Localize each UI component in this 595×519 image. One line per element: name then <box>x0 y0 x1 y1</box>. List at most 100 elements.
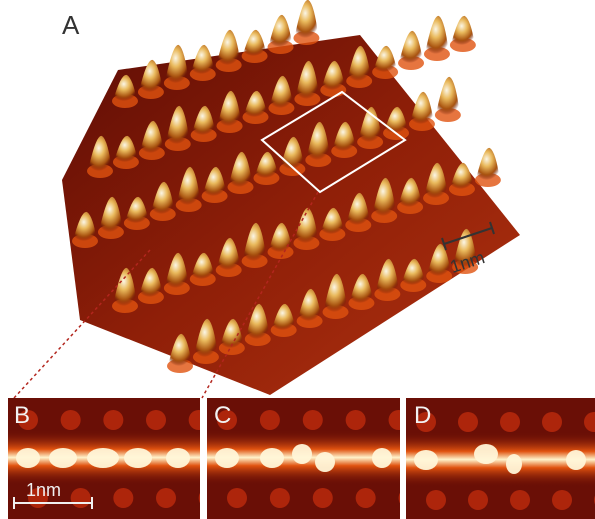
molecular-peak <box>373 45 398 72</box>
lattice-spot <box>426 490 446 510</box>
molecular-peak <box>295 60 320 99</box>
bright-feature <box>315 452 335 472</box>
lattice-spot <box>198 493 200 503</box>
molecular-peak <box>165 105 190 144</box>
molecular-peak <box>384 106 409 133</box>
lattice-spot <box>70 488 91 508</box>
panel-c-label: C <box>214 402 232 429</box>
lattice-spot <box>146 410 166 430</box>
lattice-spot <box>18 410 38 430</box>
molecular-peak <box>176 166 201 205</box>
molecular-peak <box>294 207 319 243</box>
molecular-peak <box>228 151 253 187</box>
lattice-spot <box>217 410 237 430</box>
stm-surface-3d <box>62 0 520 395</box>
scale-bar-b-label: 1nm <box>26 480 62 500</box>
molecular-peak <box>449 162 474 189</box>
molecular-peak <box>150 181 175 214</box>
molecular-peak <box>113 74 137 101</box>
lattice-spot <box>388 410 400 430</box>
bright-feature <box>566 450 586 470</box>
molecular-peak <box>98 196 123 232</box>
molecular-peak <box>401 258 426 285</box>
molecular-peak <box>219 318 244 348</box>
bright-feature <box>16 448 40 468</box>
molecular-peak <box>358 106 383 142</box>
lattice-spot <box>227 488 247 508</box>
panel-b-label: B <box>14 402 31 429</box>
molecular-peak <box>245 303 270 339</box>
lattice-spot <box>113 488 134 508</box>
scale-bar-b <box>13 497 93 509</box>
panel-b-image <box>8 398 200 519</box>
molecular-peak <box>113 135 138 162</box>
molecular-peak <box>88 135 112 171</box>
molecular-peak <box>409 91 434 124</box>
selection-box <box>260 90 407 194</box>
molecular-peak <box>254 151 279 178</box>
panel-d-image <box>406 398 595 519</box>
molecular-peak <box>347 45 372 81</box>
bright-feature <box>414 450 438 470</box>
molecular-peak <box>375 258 400 294</box>
molecular-peak <box>349 273 374 303</box>
molecular-peak <box>399 30 424 63</box>
molecular-peak <box>453 228 478 267</box>
molecular-peak <box>424 15 449 54</box>
molecular-peak <box>138 267 163 297</box>
molecular-peak <box>242 29 267 56</box>
molecular-peak <box>323 273 348 312</box>
molecular-peak <box>243 90 268 117</box>
molecular-peak <box>268 14 293 47</box>
lattice-spot <box>398 492 400 504</box>
molecular-peak <box>475 147 500 180</box>
molecular-peak <box>294 0 319 38</box>
molecular-peak <box>193 318 218 357</box>
lattice-spot <box>552 490 572 510</box>
lattice-spot <box>416 412 436 432</box>
bright-feature <box>260 448 284 468</box>
lattice-spot <box>269 488 290 508</box>
lattice-spot <box>584 412 595 432</box>
lattice-spot <box>500 412 520 432</box>
molecular-peak <box>139 120 164 153</box>
molecular-peak <box>190 44 215 74</box>
bright-feature <box>87 448 119 468</box>
lattice-spot <box>355 488 376 508</box>
molecular-peak <box>164 44 189 83</box>
molecular-peak <box>138 59 163 92</box>
panel-d-label: D <box>414 402 432 429</box>
panel-a-label: A <box>62 10 80 40</box>
scale-bar-a <box>441 221 495 251</box>
bright-feature <box>215 448 239 468</box>
peak-rows <box>72 0 501 373</box>
bright-feature <box>166 448 190 468</box>
molecular-peak <box>435 76 460 115</box>
molecular-peak <box>73 211 97 241</box>
bright-feature <box>292 444 312 464</box>
molecular-peak <box>113 267 137 306</box>
lattice-spot <box>259 410 280 430</box>
molecular-peak <box>372 177 397 216</box>
lattice-spot <box>312 488 333 508</box>
lattice-spot <box>458 412 478 432</box>
molecular-peak <box>217 90 242 126</box>
molecular-peak <box>427 243 452 276</box>
lattice-spot <box>345 410 366 430</box>
molecular-peak <box>450 15 475 45</box>
panel-c-image <box>207 398 400 519</box>
molecular-peak <box>321 60 346 90</box>
molecular-peak <box>190 252 215 279</box>
molecular-peak <box>242 222 267 261</box>
molecular-peak <box>216 237 241 270</box>
molecular-peak <box>168 333 192 366</box>
molecular-peak <box>124 196 149 223</box>
molecular-peak <box>320 207 345 234</box>
lattice-spot <box>103 410 124 430</box>
molecular-peak <box>216 29 241 65</box>
molecular-peak <box>332 121 357 151</box>
lattice-spot <box>60 410 81 430</box>
bright-feature <box>372 448 392 468</box>
molecular-peak <box>191 105 216 135</box>
